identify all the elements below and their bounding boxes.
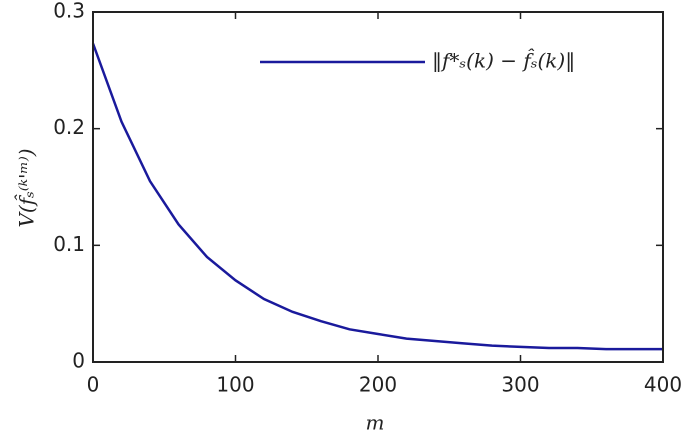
x-tick-label: 100 [216, 373, 254, 397]
y-tick-label: 0.3 [53, 0, 85, 23]
x-tick-label: 0 [87, 373, 100, 397]
y-tick-label: 0.2 [53, 115, 85, 139]
x-tick-label: 300 [501, 373, 539, 397]
x-tick-label: 200 [359, 373, 397, 397]
x-tick-label: 400 [644, 373, 682, 397]
plot-frame [92, 11, 664, 363]
legend-label: ‖f*ₛ(k) − f̂ₛ(k)‖ [432, 48, 575, 73]
x-axis-label: m [366, 411, 385, 435]
y-tick-label: 0.1 [53, 232, 85, 256]
y-tick-label: 0 [72, 349, 85, 373]
y-axis-label: V(f̂ₛ⁽ᵏ'ᵐ⁾) [14, 148, 38, 227]
line-series [91, 43, 663, 351]
